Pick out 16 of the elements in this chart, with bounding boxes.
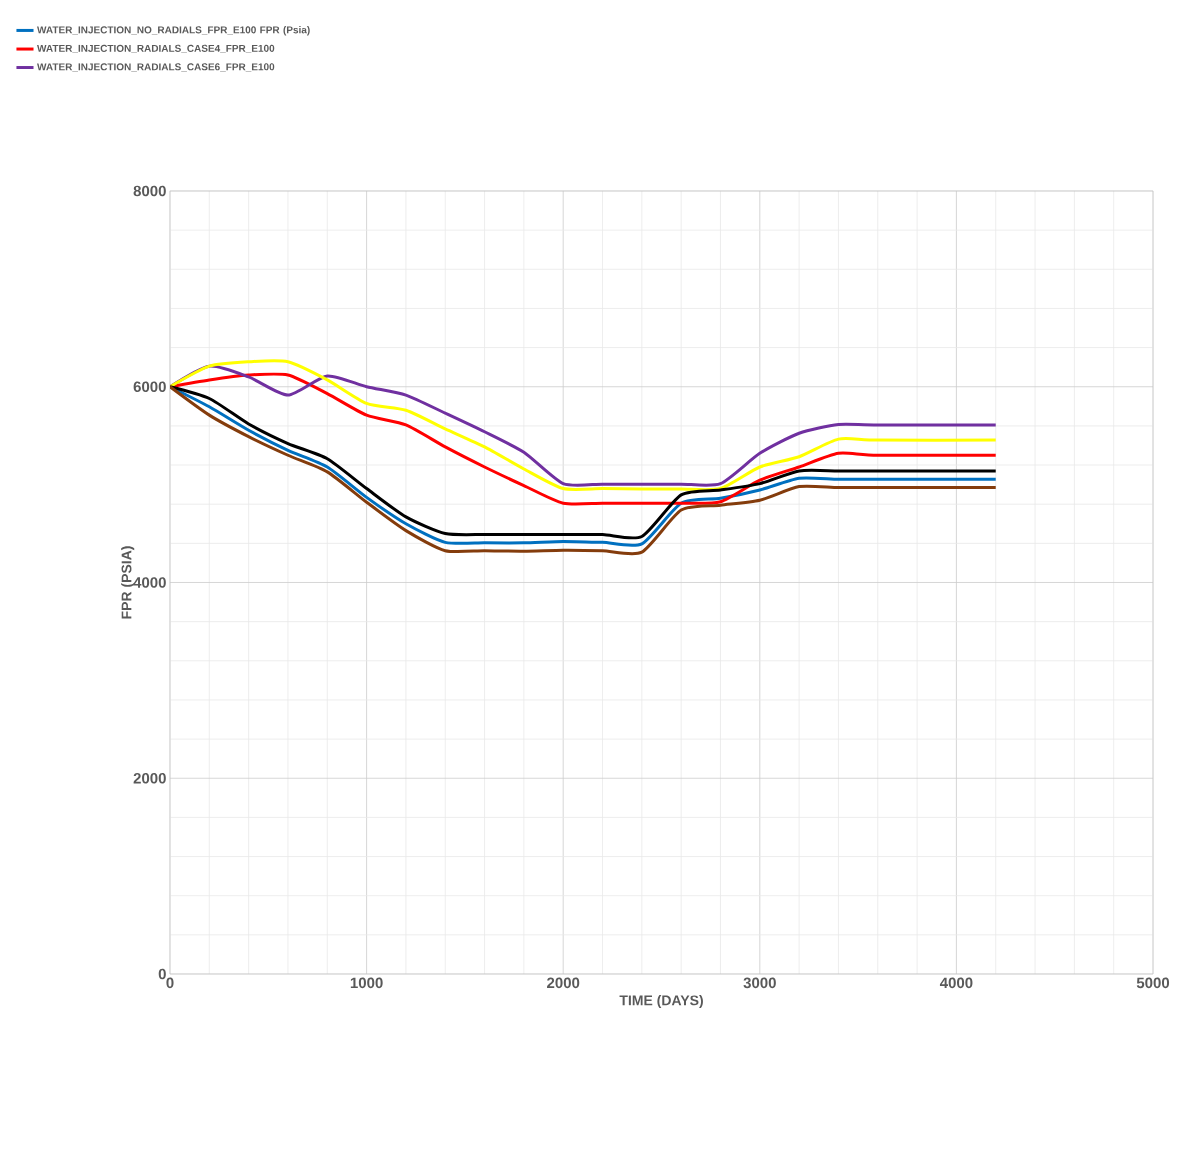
y-axis-title: FPR (PSIA)	[121, 546, 135, 619]
y-tick-label: 2000	[133, 772, 166, 784]
x-tick-label: 4000	[939, 977, 973, 989]
legend-label: WATER_INJECTION_RADIALS_CASE6_FPR_E100	[37, 63, 275, 72]
x-tick-label: 5000	[1136, 977, 1170, 989]
x-tick-label: 0	[166, 977, 174, 989]
legend-label: WATER_INJECTION_RADIALS_CASE4_FPR_E100	[37, 44, 275, 54]
y-tick-label: 4000	[133, 577, 166, 588]
legend-label: WATER_INJECTION_NO_RADIALS_FPR_E100 FPR (Psia)	[37, 26, 310, 36]
y-tick-label: 8000	[133, 185, 166, 197]
x-tick-label: 1000	[350, 977, 383, 989]
x-tick-label: 3000	[743, 977, 776, 989]
x-tick-label: 2000	[547, 977, 580, 989]
x-axis-title: TIME (DAYS)	[619, 995, 703, 1009]
y-tick-label: 6000	[133, 381, 166, 393]
y-tick-label: 0	[158, 968, 166, 980]
